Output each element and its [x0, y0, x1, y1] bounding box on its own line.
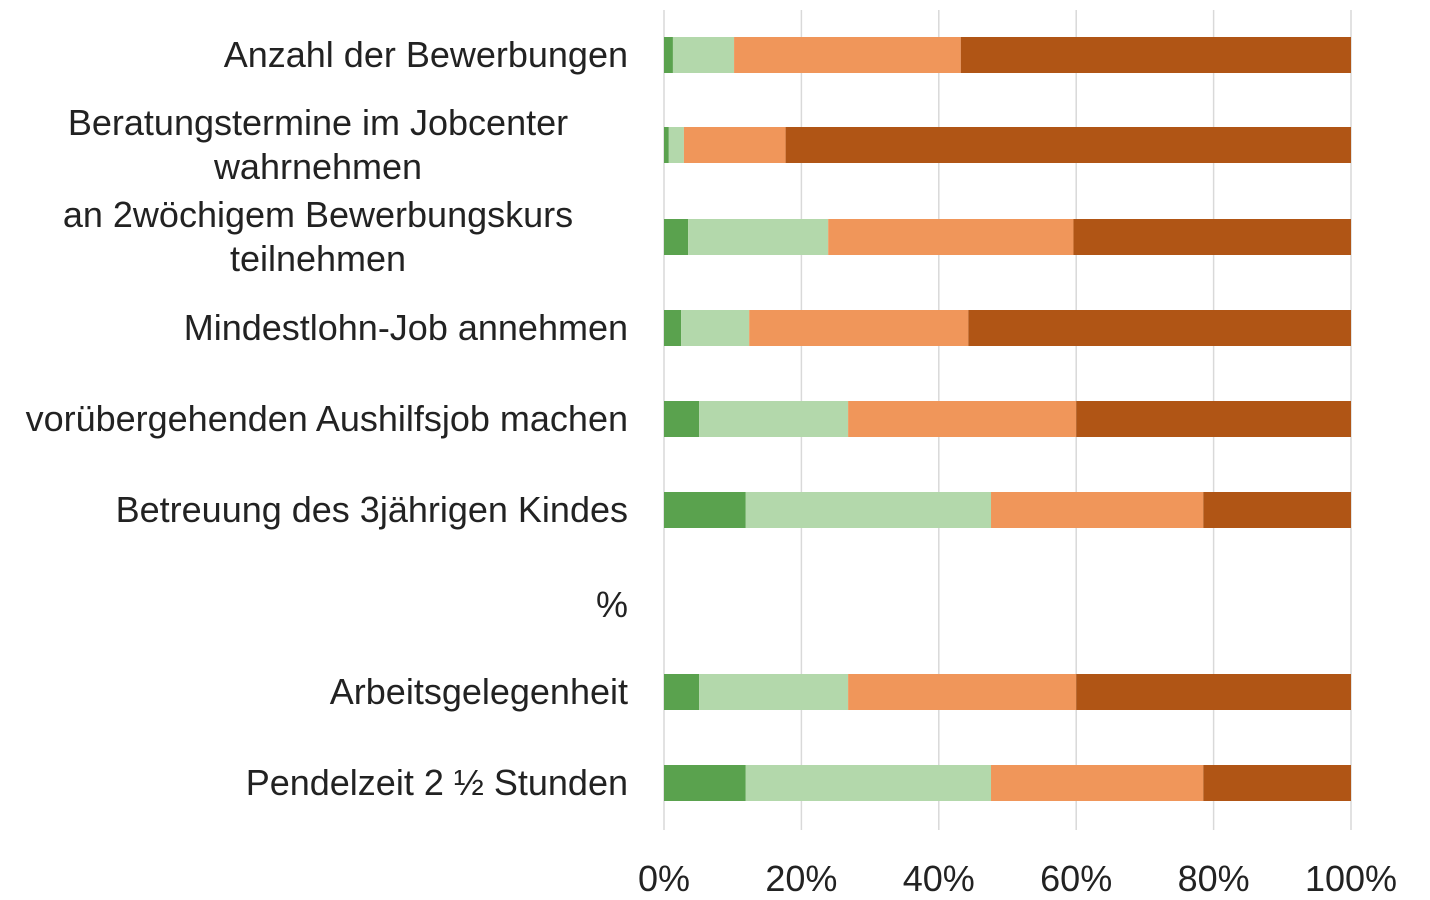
bar-segment — [664, 219, 689, 255]
bar-segment — [734, 37, 961, 73]
y-tick-label: % — [595, 584, 628, 625]
y-tick-label: Arbeitsgelegenheit — [329, 671, 628, 712]
bar-segment — [960, 37, 1351, 73]
bar-segment — [664, 674, 700, 710]
bar-segment — [688, 219, 829, 255]
x-tick-label: 40% — [902, 858, 975, 899]
bar-segment — [668, 127, 684, 163]
y-tick-label: an 2wöchigem Bewerbungskurs teilnehmen — [62, 194, 574, 279]
x-tick-label: 60% — [1040, 858, 1113, 899]
y-tick-label: vorübergehenden Aushilfsjob machen — [25, 398, 628, 439]
bar-segment — [664, 310, 682, 346]
x-tick-label: 0% — [637, 858, 691, 899]
bar-segment — [699, 401, 849, 437]
bar-segment — [745, 492, 992, 528]
bar-segment — [683, 127, 786, 163]
x-tick-label: 80% — [1177, 858, 1250, 899]
x-tick-label: 20% — [765, 858, 838, 899]
bar-segment — [1203, 765, 1351, 801]
bar-segment — [664, 37, 673, 73]
bar-segment — [1076, 674, 1351, 710]
bar-segment — [828, 219, 1074, 255]
bar-segment — [848, 401, 1077, 437]
bar-segment — [672, 37, 735, 73]
bar-segment — [785, 127, 1351, 163]
y-tick-label: Pendelzeit 2 ½ Stunden — [245, 762, 628, 803]
bar-segment — [991, 492, 1204, 528]
bar-segment — [848, 674, 1077, 710]
bar-segment — [664, 765, 746, 801]
bar-segment — [745, 765, 992, 801]
bar-segment — [664, 127, 669, 163]
bar-segment — [1076, 401, 1351, 437]
y-tick-label: Beratungstermine im Jobcenter wahrnehmen — [67, 102, 569, 187]
y-tick-label: Anzahl der Bewerbungen — [223, 34, 628, 75]
x-tick-label: 100% — [1304, 858, 1398, 899]
bar-segment — [749, 310, 969, 346]
bar-segment — [1073, 219, 1351, 255]
y-tick-label: Mindestlohn-Job annehmen — [183, 307, 628, 348]
bar-segment — [681, 310, 750, 346]
bar-segment — [699, 674, 849, 710]
bar-segment — [664, 401, 700, 437]
bar-segment — [664, 492, 746, 528]
bar-segment — [968, 310, 1351, 346]
y-tick-label: Betreuung des 3jährigen Kindes — [115, 489, 628, 530]
bar-segment — [991, 765, 1204, 801]
bar-segment — [1203, 492, 1351, 528]
